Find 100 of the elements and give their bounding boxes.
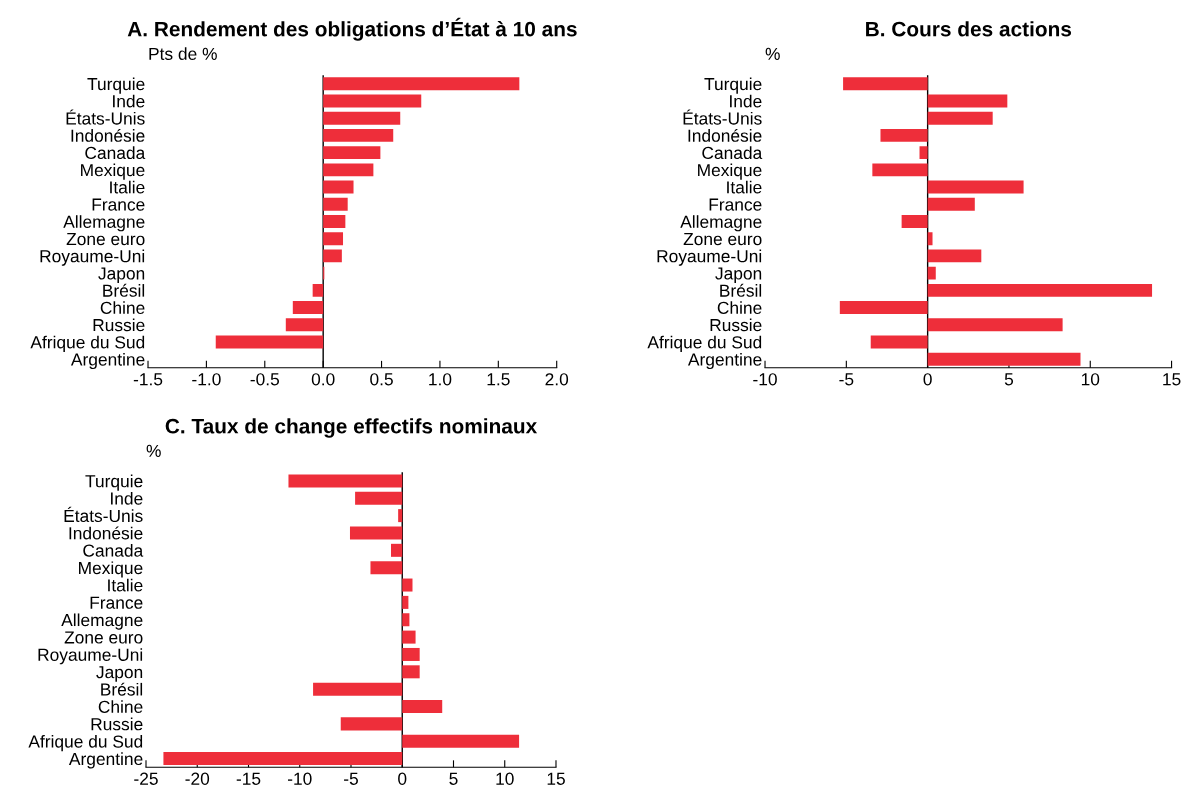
x-tick-label: 15 bbox=[547, 772, 565, 785]
y-axis-title: % bbox=[146, 444, 161, 457]
x-tick-label: 10 bbox=[1081, 373, 1100, 386]
y-tick-label: Afrique du Sud bbox=[30, 335, 145, 352]
y-tick-label: Brésil bbox=[101, 682, 143, 696]
bar bbox=[402, 613, 410, 627]
y-tick-label: Canada bbox=[702, 146, 763, 160]
bar bbox=[323, 232, 344, 246]
bar bbox=[323, 128, 394, 142]
bar bbox=[323, 249, 342, 263]
x-tick-label: 1.5 bbox=[487, 373, 510, 386]
bar bbox=[402, 647, 420, 661]
y-tick-label: Argentine bbox=[68, 752, 143, 769]
bar bbox=[402, 700, 443, 714]
y-tick-label: Allemagne bbox=[680, 215, 762, 232]
bar bbox=[340, 717, 403, 731]
bar bbox=[398, 509, 403, 523]
bar bbox=[927, 249, 982, 263]
y-tick-label: Chine bbox=[98, 700, 143, 713]
y-axis-title: Pts de % bbox=[149, 47, 217, 61]
bar bbox=[872, 163, 928, 177]
y-tick-label: États-Unis bbox=[64, 506, 143, 523]
bar bbox=[843, 77, 928, 91]
bar bbox=[402, 578, 413, 592]
y-tick-label: Royaume-Uni bbox=[38, 648, 143, 665]
bar bbox=[323, 146, 381, 160]
bar bbox=[402, 630, 416, 644]
y-tick-label: États-Unis bbox=[66, 109, 145, 125]
y-tick-label: Brésil bbox=[103, 283, 145, 297]
y-tick-label: Canada bbox=[83, 544, 144, 557]
bar bbox=[323, 215, 346, 228]
y-tick-label: Turquie bbox=[87, 77, 145, 94]
y-tick-label: Russie bbox=[91, 717, 143, 731]
y-tick-label: Japon bbox=[96, 666, 143, 682]
bar bbox=[215, 335, 324, 349]
x-tick-label: 0 bbox=[398, 772, 407, 785]
bar bbox=[901, 215, 928, 228]
x-tick-label: 15 bbox=[1163, 373, 1181, 386]
x-tick-label: -0.5 bbox=[250, 373, 280, 386]
bar bbox=[927, 283, 1153, 297]
x-tick-label: -1.0 bbox=[192, 373, 221, 386]
x-tick-label: 2.0 bbox=[545, 373, 569, 386]
y-tick-label: Italie bbox=[108, 578, 143, 592]
y-tick-label: Royaume-Uni bbox=[657, 249, 762, 266]
y-tick-label: France bbox=[92, 198, 145, 211]
bar bbox=[880, 128, 928, 142]
bar bbox=[927, 352, 1081, 366]
x-tick-label: -25 bbox=[134, 772, 158, 785]
y-tick-label: Turquie bbox=[704, 77, 762, 94]
x-tick-label: 0 bbox=[923, 373, 932, 386]
bar bbox=[285, 318, 324, 332]
y-tick-label: Afrique du Sud bbox=[647, 335, 762, 352]
x-tick-label: -10 bbox=[753, 373, 777, 386]
y-tick-label: Brésil bbox=[720, 283, 762, 297]
bar bbox=[163, 752, 403, 766]
chart-title: C. Taux de change effectifs nominaux bbox=[165, 418, 538, 438]
y-tick-label: Turquie bbox=[85, 474, 143, 491]
x-tick-label: 0.0 bbox=[311, 373, 335, 386]
y-tick-label: Mexique bbox=[79, 561, 143, 578]
bar bbox=[402, 734, 520, 748]
x-tick-label: 5 bbox=[449, 772, 458, 785]
x-tick-label: 10 bbox=[496, 772, 514, 785]
y-tick-label: Zone euro bbox=[64, 631, 143, 644]
bar bbox=[927, 318, 1063, 332]
x-tick-label: -5 bbox=[344, 772, 358, 785]
x-tick-label: -20 bbox=[185, 772, 210, 785]
y-tick-label: Mexique bbox=[698, 163, 762, 180]
x-tick-label: -5 bbox=[839, 373, 854, 386]
y-tick-label: Inde bbox=[111, 491, 143, 505]
bar bbox=[323, 77, 520, 91]
y-tick-label: Zone euro bbox=[683, 233, 762, 246]
y-tick-label: États-Unis bbox=[683, 109, 762, 125]
bar bbox=[292, 301, 324, 315]
y-tick-label: Indonésie bbox=[69, 526, 143, 540]
x-tick-label: -15 bbox=[236, 772, 261, 785]
y-tick-label: Indonésie bbox=[688, 128, 762, 142]
bar bbox=[402, 665, 420, 679]
y-tick-label: Chine bbox=[100, 301, 145, 315]
y-tick-label: Chine bbox=[717, 301, 762, 315]
bar bbox=[313, 682, 403, 696]
x-tick-label: 0.5 bbox=[370, 373, 393, 386]
bar bbox=[927, 197, 975, 211]
y-tick-label: France bbox=[90, 596, 143, 609]
y-tick-label: Zone euro bbox=[66, 233, 145, 246]
x-tick-label: 5 bbox=[1004, 373, 1014, 386]
bar bbox=[927, 111, 993, 125]
bar bbox=[927, 94, 1008, 108]
y-tick-label: France bbox=[709, 198, 762, 211]
bar bbox=[927, 266, 936, 280]
bar bbox=[927, 180, 1024, 194]
y-tick-label: Allemagne bbox=[63, 215, 145, 232]
y-tick-label: Inde bbox=[113, 94, 145, 108]
y-axis-title: % bbox=[765, 47, 780, 60]
bar bbox=[839, 301, 928, 315]
y-tick-label: Argentine bbox=[687, 352, 762, 370]
y-tick-label: Mexique bbox=[81, 163, 145, 180]
x-tick-label: -1.5 bbox=[133, 373, 163, 386]
bar bbox=[927, 232, 933, 246]
y-tick-label: Italie bbox=[110, 180, 145, 194]
chart-title: A. Rendement des obligations d’État à 10 ans bbox=[127, 17, 577, 41]
